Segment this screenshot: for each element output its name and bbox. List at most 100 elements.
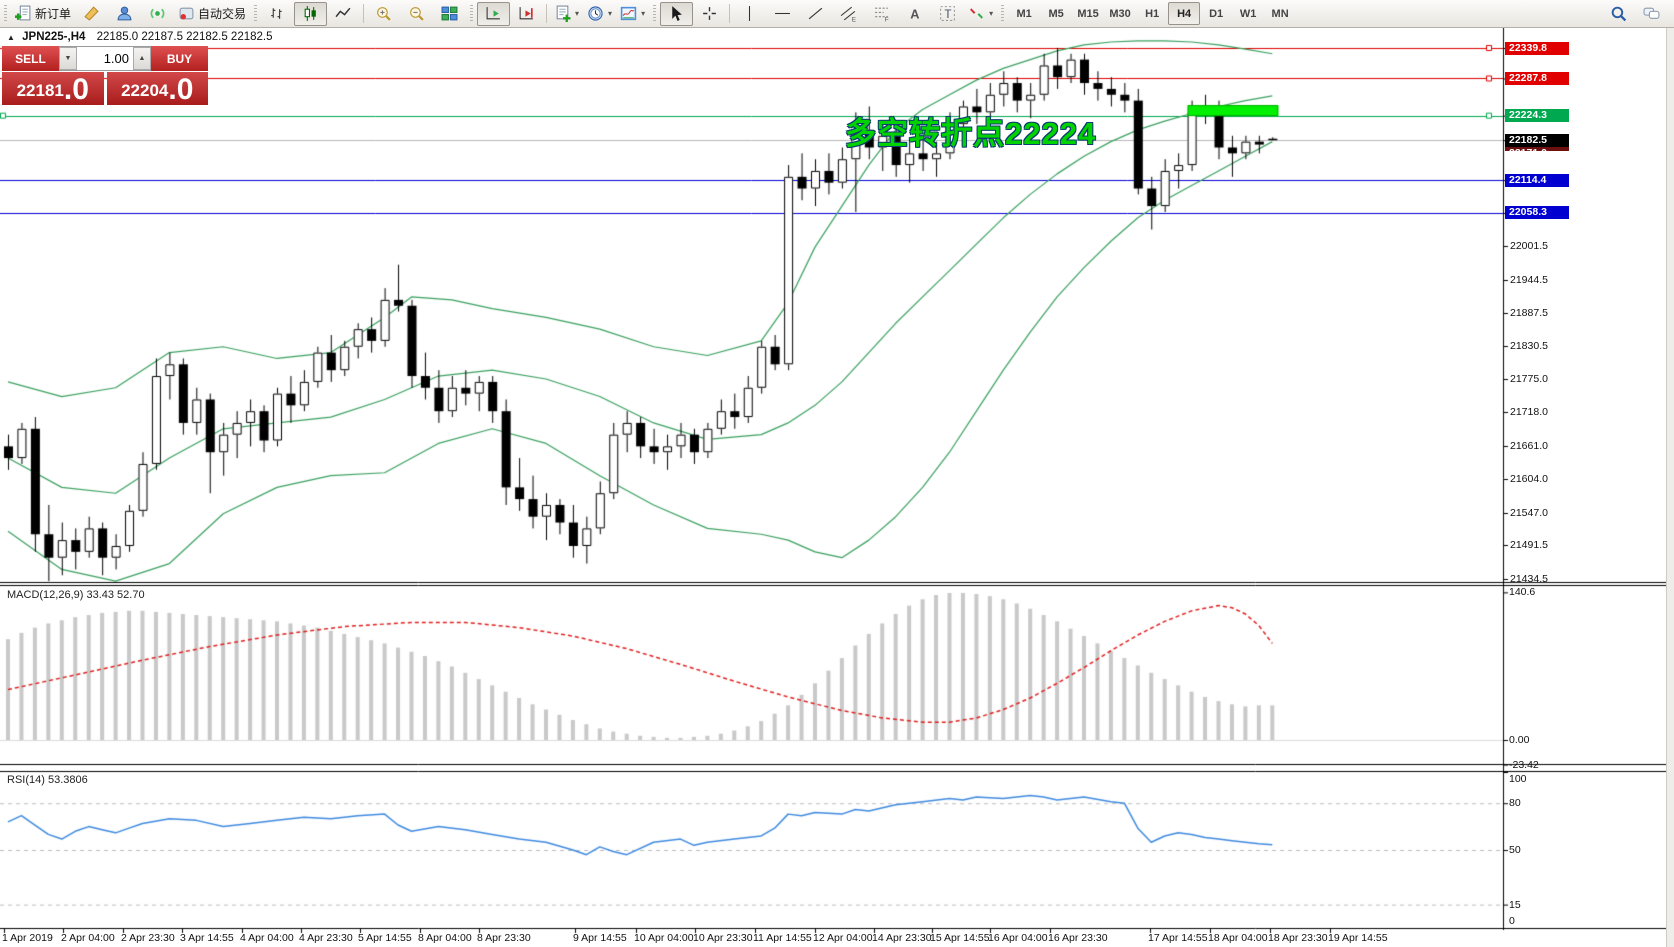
timeframe-M5[interactable]: M5: [1048, 7, 1064, 20]
trendline-button[interactable]: [799, 2, 832, 26]
arrows-icon: [970, 8, 983, 19]
chart-shift-icon: [519, 7, 533, 20]
equidistant-channel-button[interactable]: E: [832, 2, 865, 26]
profiles-button[interactable]: [108, 2, 141, 26]
text-button[interactable]: A: [898, 2, 931, 26]
sell-price-main: 22181: [16, 81, 64, 100]
search-icon: [1611, 6, 1627, 22]
templates-icon: [620, 6, 637, 21]
zoom-in-button[interactable]: [367, 2, 400, 26]
text-label-button[interactable]: T: [931, 2, 964, 26]
indicators-icon: [556, 5, 571, 22]
sell-button[interactable]: SELL: [2, 46, 59, 71]
indicators-dropdown[interactable]: ▾: [550, 2, 583, 26]
trendline-icon: [808, 7, 823, 20]
timeframe-H4[interactable]: H4: [1168, 2, 1201, 25]
autotrading-label: 自动交易: [198, 7, 247, 21]
buy-button[interactable]: BUY: [151, 46, 208, 71]
text-icon: A: [910, 6, 919, 21]
toolbar-separator: [729, 4, 731, 23]
signals-button[interactable]: [141, 2, 174, 26]
auto-scroll-button[interactable]: [477, 1, 511, 26]
buy-price-main: 22204: [121, 81, 169, 100]
zoom-out-icon: [410, 7, 424, 21]
chat-icon: [1643, 7, 1660, 19]
cursor-button[interactable]: [660, 1, 694, 26]
dropdown-caret-icon: ▾: [989, 9, 994, 18]
toolbar-drag-handle[interactable]: [4, 4, 7, 23]
signals-icon: [150, 8, 165, 19]
volume-down-button[interactable]: ▼: [59, 47, 77, 70]
horizontal-line-icon: [775, 12, 791, 15]
timeframe-H1[interactable]: H1: [1145, 7, 1160, 20]
toolbar-separator: [546, 4, 548, 23]
templates-dropdown[interactable]: ▾: [616, 2, 649, 26]
timeframe-D1[interactable]: D1: [1209, 7, 1224, 20]
timeframe-group: M1 M5 M15 M30 H1 H4 D1 W1 MN: [1008, 2, 1296, 25]
candlestick-chart-button[interactable]: [294, 1, 328, 26]
tile-windows-icon: [441, 6, 458, 21]
chat-button[interactable]: [1635, 2, 1668, 26]
one-click-trade-panel: SELL ▼ ▲ BUY 22181 .0 22204 .0: [2, 46, 208, 105]
vertical-line-icon: [749, 6, 751, 21]
vertical-line-button[interactable]: [733, 2, 766, 26]
timeframe-M15[interactable]: M15: [1077, 7, 1099, 20]
text-label-icon: T: [940, 6, 956, 21]
svg-text:E: E: [852, 16, 856, 22]
toolbar-drag-handle[interactable]: [1001, 4, 1005, 23]
volume-up-button[interactable]: ▲: [133, 47, 151, 70]
crosshair-icon: [703, 7, 716, 20]
search-button[interactable]: [1602, 2, 1635, 26]
svg-text:A: A: [910, 6, 919, 21]
svg-text:T: T: [944, 8, 951, 21]
timeframe-W1[interactable]: W1: [1239, 7, 1257, 20]
profile-icon: [117, 6, 132, 21]
horizontal-line-button[interactable]: [766, 2, 799, 26]
timeframe-M30[interactable]: M30: [1109, 7, 1131, 20]
sell-price-button[interactable]: 22181 .0: [2, 72, 104, 105]
zoom-out-button[interactable]: [400, 2, 433, 26]
periods-dropdown[interactable]: ▾: [583, 2, 616, 26]
periods-clock-icon: [588, 6, 603, 21]
buy-price-button[interactable]: 22204 .0: [106, 72, 208, 106]
autotrading-button[interactable]: 自动交易: [174, 2, 250, 26]
svg-text:F: F: [885, 16, 889, 22]
new-order-label: 新订单: [35, 7, 72, 21]
dropdown-caret-icon: ▾: [641, 9, 646, 18]
window-edge-strip[interactable]: [1666, 27, 1674, 947]
launcher-icon: [84, 6, 99, 21]
chart-shift-button[interactable]: [510, 2, 543, 26]
auto-scroll-icon: [486, 7, 500, 20]
launcher-button[interactable]: [75, 2, 108, 26]
toolbar-drag-handle[interactable]: [653, 4, 657, 23]
autotrading-icon: [179, 7, 194, 20]
fibonacci-button[interactable]: F: [865, 2, 898, 26]
toolbar-drag-handle[interactable]: [254, 4, 258, 23]
crosshair-button[interactable]: [693, 2, 726, 26]
new-order-button[interactable]: 新订单: [11, 2, 75, 26]
toolbar-drag-handle[interactable]: [470, 4, 474, 23]
bar-chart-icon: [271, 8, 282, 19]
volume-input[interactable]: [77, 47, 133, 70]
new-order-icon: [15, 5, 31, 21]
equidistant-channel-icon: E: [840, 6, 856, 22]
cursor-icon: [672, 6, 682, 21]
bar-chart-button[interactable]: [261, 2, 294, 26]
toolbar: 新订单 自动交易: [0, 0, 1674, 28]
candlestick-icon: [304, 6, 316, 21]
toolbar-separator: [363, 4, 365, 23]
sell-price-decimal: .0: [63, 73, 89, 106]
arrows-dropdown[interactable]: ▾: [964, 2, 997, 26]
buy-price-decimal: .0: [168, 73, 194, 106]
timeframe-MN[interactable]: MN: [1271, 7, 1289, 20]
fibonacci-icon: F: [875, 7, 889, 22]
line-chart-icon: [335, 7, 351, 18]
timeframe-M1[interactable]: M1: [1016, 7, 1032, 20]
dropdown-caret-icon: ▾: [575, 9, 580, 18]
zoom-in-icon: [377, 7, 391, 21]
tile-windows-button[interactable]: [433, 2, 466, 26]
dropdown-caret-icon: ▾: [608, 9, 613, 18]
line-chart-button[interactable]: [327, 2, 360, 26]
